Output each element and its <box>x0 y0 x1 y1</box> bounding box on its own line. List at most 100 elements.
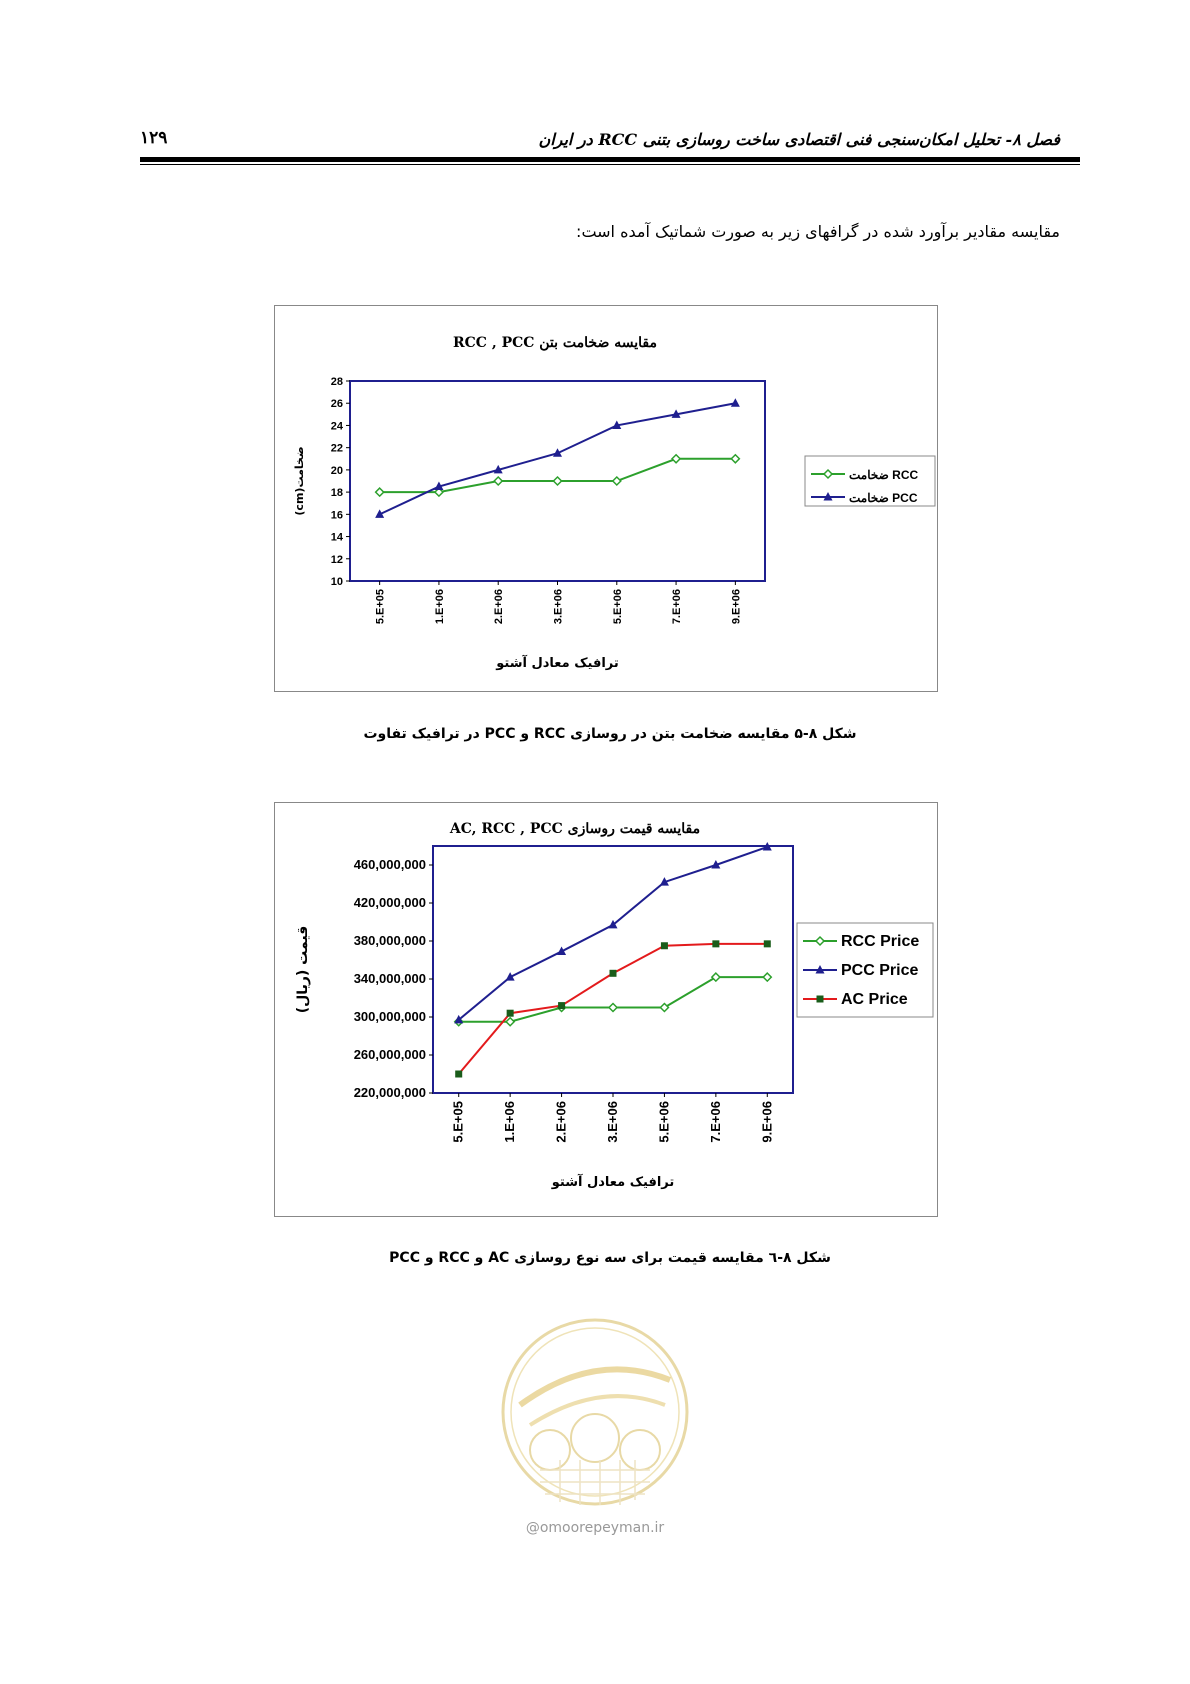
x-tick-label: 3.E+06 <box>605 1101 620 1143</box>
data-point <box>506 1009 514 1017</box>
data-point <box>762 972 773 983</box>
data-point <box>712 940 720 948</box>
y-tick-label: 10 <box>331 576 343 588</box>
legend-entry: PCC Price <box>841 962 918 979</box>
data-point <box>762 841 772 851</box>
logo-seal-icon <box>501 1318 689 1506</box>
x-tick-label: 5.E+06 <box>656 1101 671 1143</box>
y-axis-label: ضخامت(cm) <box>293 446 306 515</box>
y-tick-label: 24 <box>331 420 344 432</box>
data-point <box>671 409 681 418</box>
x-tick-label: 5.E+05 <box>375 589 387 624</box>
data-point <box>374 487 385 498</box>
data-point <box>505 1016 516 1027</box>
x-tick-label: 7.E+06 <box>671 589 683 624</box>
series-1 <box>374 453 741 498</box>
header-title: فصل ۸- تحلیل امکان‌سنجی فنی اقتصادی ساخت… <box>538 130 1060 149</box>
series-2 <box>454 841 772 1024</box>
legend-swatch-marker <box>815 965 825 974</box>
y-tick-label: 340,000,000 <box>354 971 426 986</box>
plot-area <box>432 845 794 1094</box>
legend-swatch-marker <box>822 468 834 480</box>
y-tick-label: 460,000,000 <box>354 857 426 872</box>
x-tick-label: 9.E+06 <box>730 589 742 624</box>
figure-1-thickness-chart: مقایسه ضخامت بتن RCC , PCC 10 12 14 16 18 20 22… <box>274 305 938 692</box>
data-point <box>659 1002 670 1013</box>
legend-swatch-marker <box>814 935 826 947</box>
chart-title: مقایسه ضخامت بتن RCC , PCC <box>453 335 657 351</box>
y-tick-label: 18 <box>331 487 343 499</box>
data-point <box>609 969 617 977</box>
y-tick-label: 28 <box>331 376 343 388</box>
data-point <box>505 972 515 981</box>
header-rule <box>140 157 1080 162</box>
y-tick-label: 26 <box>331 398 343 410</box>
data-point <box>493 464 503 474</box>
figure-1-caption: شکل ۸-۵ مقایسه ضخامت بتن در روسازی RCC و… <box>363 726 857 742</box>
x-tick-label: 2.E+06 <box>554 1101 569 1143</box>
legend: RCC Price PCC Price AC Price <box>796 922 934 1018</box>
figure-2-price-chart: مقایسه قیمت روسازی AC, RCC , PCC 220,000,… <box>274 802 938 1217</box>
data-point <box>454 1014 464 1024</box>
y-tick-label: 380,000,000 <box>354 933 426 948</box>
x-tick-label: 7.E+06 <box>708 1101 723 1143</box>
x-axis-label: ترافیک معادل آشتو <box>495 654 619 671</box>
legend-swatch-marker <box>823 492 833 501</box>
y-axis-label: قیمت (ریال) <box>295 926 311 1013</box>
legend-entry: ضخامت RCC <box>849 468 918 482</box>
y-tick-label: 420,000,000 <box>354 895 426 910</box>
legend-entry: ضخامت PCC <box>849 491 918 505</box>
x-tick-label: 5.E+06 <box>612 589 624 624</box>
data-point <box>607 1002 619 1013</box>
data-point <box>710 972 721 983</box>
data-point <box>375 509 385 518</box>
x-tick-label: 1.E+06 <box>502 1101 517 1143</box>
watermark-logo: @omoorepeyman.ir <box>490 1310 700 1550</box>
data-point <box>608 919 618 929</box>
y-tick-label: 22 <box>331 443 343 455</box>
x-axis-label: ترافیک معادل آشتو <box>551 1173 675 1190</box>
y-tick-label: 14 <box>331 532 344 544</box>
thickness-chart-svg: مقایسه ضخامت بتن RCC , PCC 10 12 14 16 18 20 22… <box>293 335 936 671</box>
series-3 <box>455 940 771 1078</box>
data-point <box>433 487 444 498</box>
y-tick-label: 300,000,000 <box>354 1009 426 1024</box>
legend-entry: RCC Price <box>841 933 919 950</box>
y-tick-label: 220,000,000 <box>354 1085 426 1100</box>
intro-paragraph: مقایسه مقادیر برآورد شده در گرافهای زیر … <box>576 222 1060 241</box>
x-tick-label: 2.E+06 <box>493 589 505 624</box>
legend-swatch-marker <box>816 995 824 1003</box>
data-point <box>671 453 682 464</box>
y-tick-label: 12 <box>331 554 343 566</box>
data-point <box>660 942 668 950</box>
legend: ضخامت RCC ضخامت PCC <box>804 455 936 507</box>
data-point <box>730 398 740 407</box>
data-point <box>493 475 504 487</box>
data-point <box>659 877 669 886</box>
y-tick-label: 260,000,000 <box>354 1047 426 1062</box>
data-point <box>553 448 562 457</box>
header-rule-thin <box>140 164 1080 165</box>
y-tick-label: 16 <box>331 509 343 521</box>
x-tick-label: 5.E+05 <box>451 1101 466 1143</box>
price-chart-svg: مقایسه قیمت روسازی AC, RCC , PCC 220,000,… <box>295 821 934 1190</box>
x-tick-label: 3.E+06 <box>553 589 565 624</box>
x-tick-label: 1.E+06 <box>434 589 446 624</box>
series-2 <box>375 398 740 518</box>
data-point <box>730 453 741 464</box>
y-tick-label: 20 <box>331 465 343 477</box>
figure-2-caption: شکل ۸-٦ مقایسه قیمت برای سه نوع روسازی A… <box>389 1250 831 1266</box>
data-point <box>558 1002 566 1010</box>
data-point <box>455 1070 463 1078</box>
page-number: ۱۲۹ <box>140 128 168 148</box>
data-point <box>552 475 563 487</box>
data-point <box>557 946 567 955</box>
logo-site-text: @omoorepeyman.ir <box>525 1520 665 1536</box>
legend-entry: AC Price <box>841 991 908 1008</box>
data-point <box>612 420 622 429</box>
chart-title: مقایسه قیمت روسازی AC, RCC , PCC <box>449 821 700 837</box>
data-point <box>434 481 444 491</box>
data-point <box>611 475 622 487</box>
data-point <box>711 860 721 869</box>
x-tick-label: 9.E+06 <box>759 1101 774 1143</box>
